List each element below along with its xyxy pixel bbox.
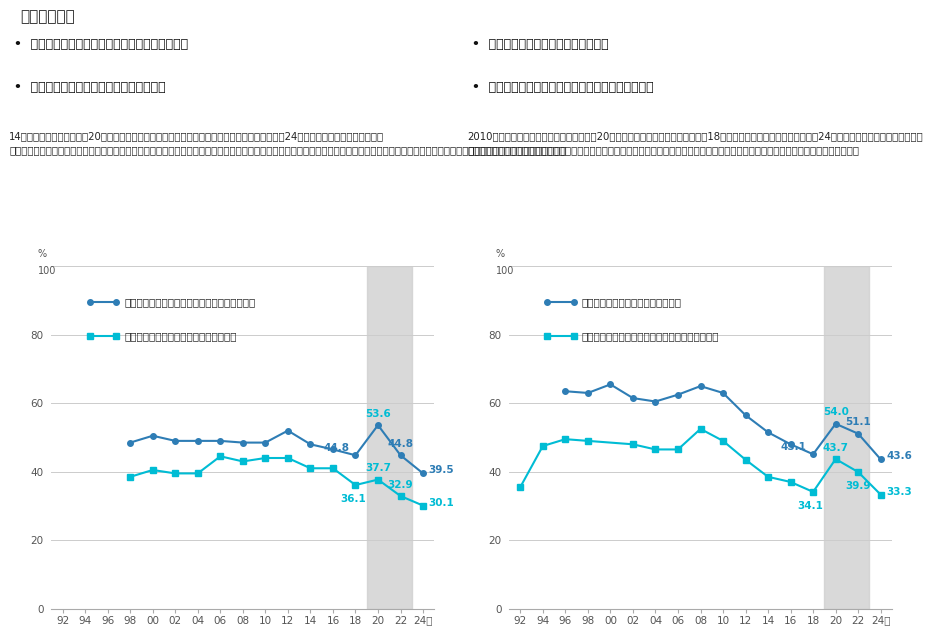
Bar xyxy=(825,266,870,609)
Text: •  社会全体のためには不便なこともガマンできる: • 社会全体のためには不便なこともガマンできる xyxy=(14,39,188,51)
Text: 社会全体のためには不便なこともガマンできる: 社会全体のためには不便なこともガマンできる xyxy=(124,297,255,307)
Text: 34.1: 34.1 xyxy=(798,501,823,510)
Text: 30.1: 30.1 xyxy=(429,498,454,508)
Text: 43.6: 43.6 xyxy=(886,451,913,462)
Text: •  習慣やしきたりに従うのは当然だと思う: • 習慣やしきたりに従うのは当然だと思う xyxy=(14,81,165,94)
Text: 37.7: 37.7 xyxy=(365,463,391,473)
Text: 2010年以降減少傾向が続いていましたが、20年に急増した後、再び減少に転じて18年と同水準に戻りつつ、僅差ながら24年に過去最低値を更新しました。
大震災など: 2010年以降減少傾向が続いていましたが、20年に急増した後、再び減少に転じて1… xyxy=(467,132,923,155)
Text: 44.8: 44.8 xyxy=(323,443,349,453)
Text: 32.9: 32.9 xyxy=(388,480,414,489)
Text: %: % xyxy=(496,249,504,259)
Text: 33.3: 33.3 xyxy=(886,487,912,496)
Text: 53.6: 53.6 xyxy=(365,409,390,419)
Bar xyxy=(367,266,412,609)
Text: 地球環境の保護について具体的な行動をしている: 地球環境の保護について具体的な行動をしている xyxy=(582,332,719,342)
Text: •  地球環境の保護について考えている: • 地球環境の保護について考えている xyxy=(472,39,608,51)
Text: 社会貢献意識: 社会貢献意識 xyxy=(20,9,75,24)
Text: %: % xyxy=(38,249,47,259)
Text: 45.1: 45.1 xyxy=(781,442,807,452)
Text: 54.0: 54.0 xyxy=(823,408,849,417)
Text: 100: 100 xyxy=(496,266,514,276)
Text: 39.9: 39.9 xyxy=(845,481,870,491)
Text: 39.5: 39.5 xyxy=(429,465,454,476)
Text: 習慣やしきたりに従うのは当然だと思う: 習慣やしきたりに従うのは当然だと思う xyxy=(124,332,236,342)
Text: 44.8: 44.8 xyxy=(388,439,414,449)
Text: 地球環境の保護について考えている: 地球環境の保護について考えている xyxy=(582,297,682,307)
Text: 43.7: 43.7 xyxy=(823,443,849,453)
Text: 100: 100 xyxy=(38,266,56,276)
Text: 36.1: 36.1 xyxy=(340,494,365,504)
Text: 51.1: 51.1 xyxy=(845,417,871,427)
Text: •  地球環境の保護について具体的な行動をしている: • 地球環境の保護について具体的な行動をしている xyxy=(472,81,653,94)
Text: 14年以降減少傾向でしたが20年に増加しています。その後コロナ禍前と同様の減少傾向に戻り、24年は過去最低値となりました。
コロナ禍という未曾有の状況で、社会に: 14年以降減少傾向でしたが20年に増加しています。その後コロナ禍前と同様の減少傾… xyxy=(9,132,567,155)
